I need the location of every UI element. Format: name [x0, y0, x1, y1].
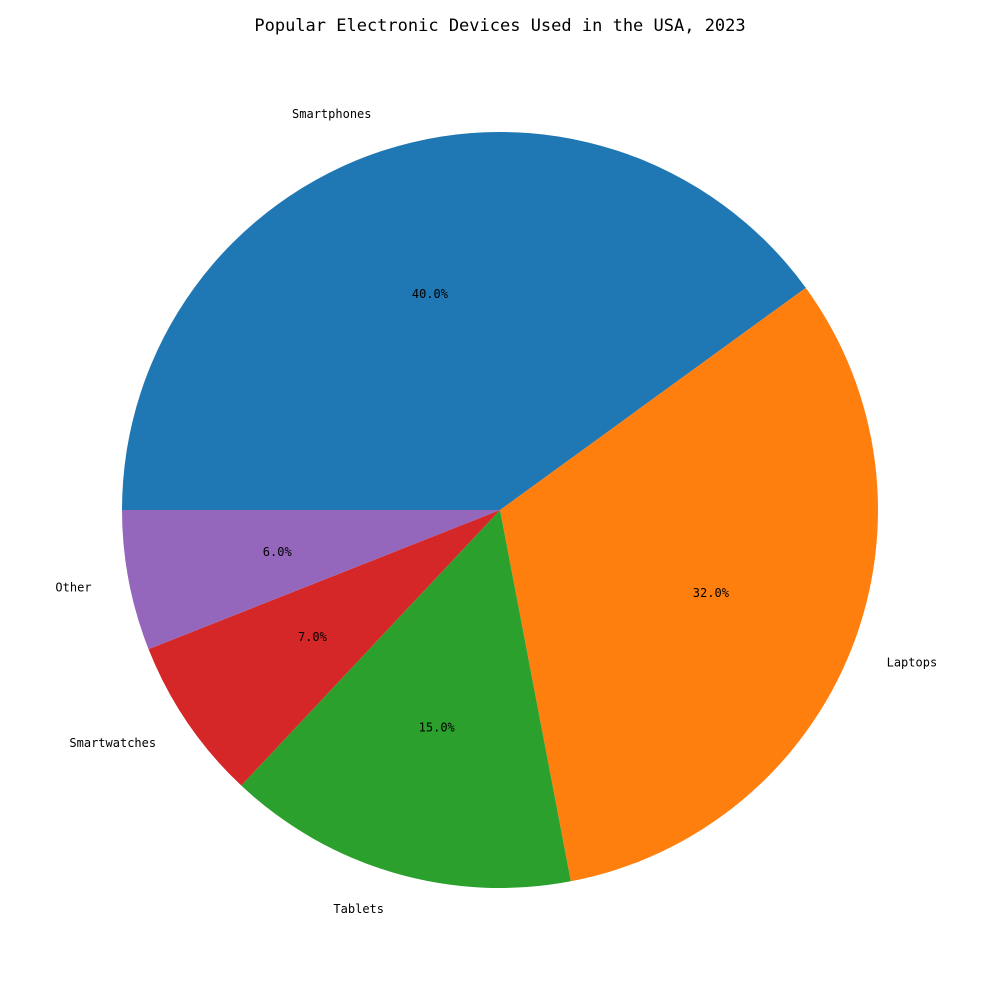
- slice-percent-label: 7.0%: [298, 630, 328, 644]
- slice-label: Other: [55, 580, 91, 594]
- pie-slice-laptops: [500, 287, 878, 882]
- slice-percent-label: 6.0%: [263, 545, 293, 559]
- pie-slice-other: [122, 510, 500, 650]
- slice-label: Laptops: [887, 656, 938, 670]
- slice-label: Smartwatches: [69, 736, 156, 750]
- pie-labels: Smartphones 40.0% Laptops 32.0% Tablets 15.0%…: [55, 107, 937, 916]
- slice-label: Smartphones: [292, 107, 371, 121]
- slice-label: Tablets: [333, 902, 384, 916]
- slice-percent-label: 40.0%: [412, 287, 449, 301]
- pie-slice-tablets: [241, 510, 571, 888]
- chart-title: Popular Electronic Devices Used in the U…: [254, 16, 745, 36]
- pie-slices: [122, 132, 878, 888]
- slice-percent-label: 32.0%: [693, 586, 730, 600]
- pie-slice-smartphones: [122, 132, 806, 510]
- pie-slice-smartwatches: [148, 510, 501, 786]
- slice-percent-label: 15.0%: [419, 720, 456, 734]
